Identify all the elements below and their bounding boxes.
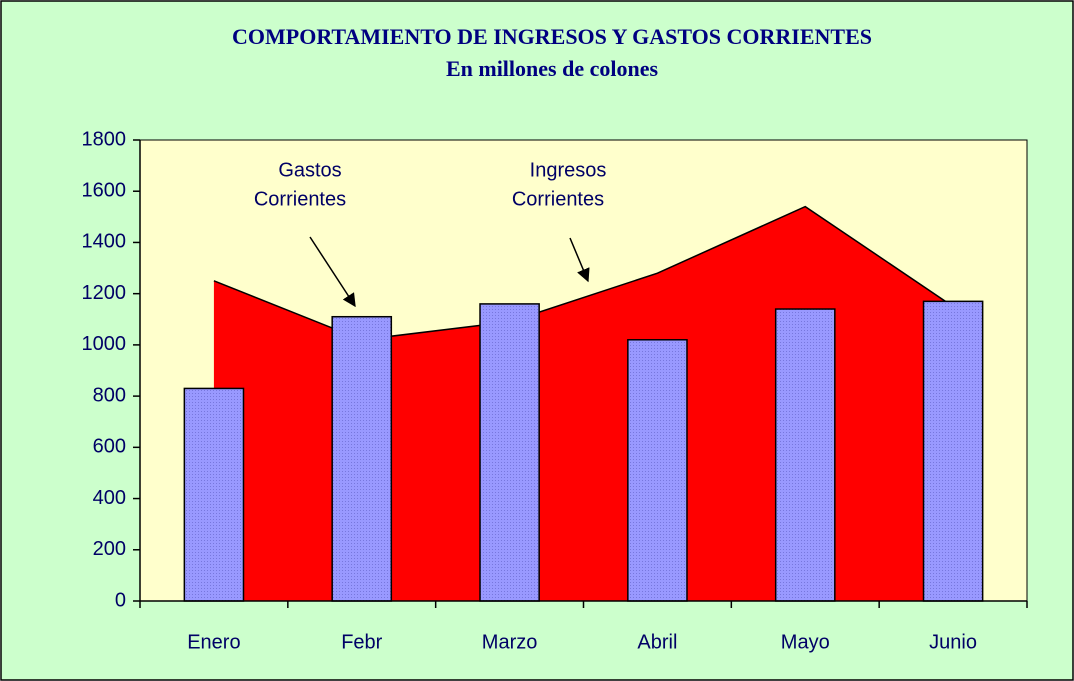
y-tick-label: 400: [93, 487, 126, 509]
y-tick-label: 200: [93, 538, 126, 560]
y-tick-label: 1800: [82, 128, 127, 150]
bar: [479, 303, 540, 602]
annotation: Corrientes: [512, 188, 604, 210]
y-tick-label: 600: [93, 436, 126, 458]
y-tick-label: 1200: [82, 282, 127, 304]
y-tick-label: 1600: [82, 180, 127, 202]
annotation-arrow: [569, 237, 590, 283]
bar: [922, 300, 984, 602]
y-tick-label: 0: [115, 589, 126, 611]
area: [213, 206, 954, 602]
chart-subtitle: En millones de colones: [446, 56, 659, 81]
bar: [183, 387, 245, 602]
x-tick-label: Abril: [637, 631, 677, 653]
annotation: Ingresos: [530, 159, 607, 181]
x-tick-label: Mayo: [781, 631, 830, 653]
y-tick-label: 800: [93, 384, 126, 406]
chart-title: COMPORTAMIENTO DE INGRESOS Y GASTOS CORR…: [232, 24, 872, 49]
annotation: Corrientes: [254, 188, 346, 210]
x-tick-label: Junio: [929, 631, 977, 653]
y-tick-label: 1000: [82, 333, 127, 355]
annotation-arrow: [309, 236, 356, 308]
bar: [331, 315, 393, 602]
x-tick-label: Marzo: [482, 631, 538, 653]
bar: [627, 339, 688, 602]
x-tick-label: Febr: [341, 631, 382, 653]
bar: [774, 308, 836, 602]
y-tick-label: 1400: [82, 231, 127, 253]
x-tick-label: Enero: [187, 631, 240, 653]
annotation: Gastos: [278, 159, 341, 181]
